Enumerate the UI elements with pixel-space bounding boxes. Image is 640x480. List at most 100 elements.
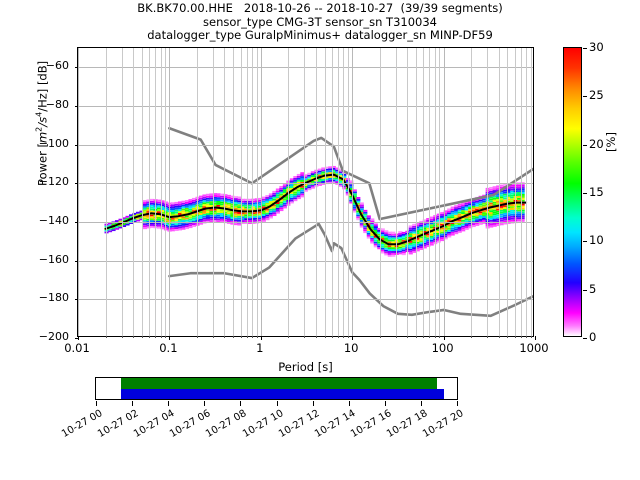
gridline-vertical-minor [213,48,214,336]
colorbar-tick [583,241,587,243]
gridline-vertical-minor [233,48,235,336]
x-tick-minor [133,336,135,338]
gridline-vertical-minor [155,48,157,336]
gridline-vertical-minor [240,48,242,336]
gridline-vertical-major [260,48,262,336]
x-tick-label: 1000 [519,341,549,355]
x-tick-label: 1 [256,341,264,355]
gridline-vertical-minor [160,48,162,336]
y-tick-label: −160 [38,252,69,266]
gridline-vertical-minor [514,48,516,336]
x-tick-minor [246,336,248,338]
x-tick-minor [251,336,253,338]
x-tick-label: 0.1 [159,341,178,355]
x-tick-label: 100 [431,341,454,355]
timeline-tick [457,401,458,406]
colorbar-tick [583,48,587,49]
colorbar-tick-label: 15 [589,185,604,199]
gridline-vertical-minor [348,48,350,336]
x-tick-minor [224,336,226,338]
timeline-tick [420,401,422,406]
gridline-horizontal [78,183,533,185]
x-tick-minor [338,336,340,338]
gridline-vertical-minor [507,48,509,336]
x-tick [260,336,262,340]
timeline-tick [240,401,242,406]
x-tick-minor [121,336,123,338]
x-tick [443,336,445,340]
ppsd-plot-area[interactable] [74,47,536,340]
gridline-vertical-minor [498,48,500,336]
gridline-horizontal [78,144,533,146]
y-tick [74,183,78,185]
y-tick-label: −60 [45,59,69,73]
timeline-segment-used-segments [120,378,438,389]
colorbar-tick-label: 30 [589,40,604,54]
x-tick-minor [240,336,242,338]
timeline-tick [312,401,314,406]
x-tick-minor [514,336,516,338]
y-tick-label: −180 [38,291,69,305]
y-tick-label: −120 [38,175,69,189]
x-tick-minor [105,336,107,338]
y-tick-label: −100 [38,136,69,150]
colorbar[interactable] [563,47,587,339]
gridline-vertical-minor [288,48,290,336]
x-tick [78,336,79,340]
y-axis-label: Power [m2/s4/Hz] [dB] [34,60,50,186]
x-tick-minor [324,336,326,338]
timeline-tick [168,401,170,406]
colorbar-tick [583,96,587,98]
gridline-vertical-minor [331,48,333,336]
x-tick-minor [141,336,143,338]
colorbar-tick [583,289,587,291]
gridline-vertical-minor [256,48,258,336]
x-tick-minor [434,336,436,338]
y-tick [74,338,78,339]
y-tick [74,67,78,69]
gridline-vertical-minor [149,48,151,336]
x-tick-minor [526,336,528,338]
gridline-vertical-minor [133,48,135,336]
y-tick [74,222,78,223]
gridline-vertical-minor [520,48,522,336]
x-tick-minor [149,336,151,338]
gridline-vertical-minor [530,48,532,336]
x-tick-minor [429,336,431,338]
colorbar-tick-label: 20 [589,136,604,151]
gridline-vertical-minor [395,48,397,336]
noise-model-curves [104,126,533,318]
gridline-vertical-minor [407,48,409,336]
gridline-vertical-minor [423,48,425,336]
data-coverage-timeline[interactable] [95,377,458,406]
gridline-vertical-major [443,48,445,336]
timeline-tick [96,401,97,406]
colorbar-tick [583,193,587,194]
gridline-vertical-minor [141,48,143,336]
x-tick-minor [507,336,509,338]
gridline-vertical-minor [251,48,253,336]
x-tick-minor [343,336,345,338]
gridline-vertical-minor [105,48,107,336]
gridline-vertical-minor [526,48,528,336]
title-line-3: datalogger_type GuralpMinimus+ datalogge… [147,28,493,43]
gridline-vertical-minor [379,48,381,336]
gridline-horizontal [78,299,533,301]
x-tick-label: 10 [343,341,359,355]
x-tick-minor [213,336,214,338]
x-tick-minor [155,336,157,338]
title-line-1: BK.BK70.00.HHE 2018-10-26 -- 2018-10-27 … [137,1,503,15]
x-tick [352,336,354,340]
gridline-vertical-minor [429,48,431,336]
x-tick-minor [471,336,473,338]
title-line-2: sensor_type CMG-3T sensor_sn T310034 [203,14,437,29]
x-tick-minor [423,336,425,338]
gridline-vertical-minor [304,48,306,336]
x-tick-minor [196,336,198,338]
x-tick-minor [288,336,290,338]
colorbar-tick-label: 0 [589,330,597,344]
x-axis-label: Period [s] [278,360,333,374]
y-tick [74,144,78,146]
x-tick-label: 0.01 [64,341,90,355]
gridline-vertical-major [78,48,79,336]
